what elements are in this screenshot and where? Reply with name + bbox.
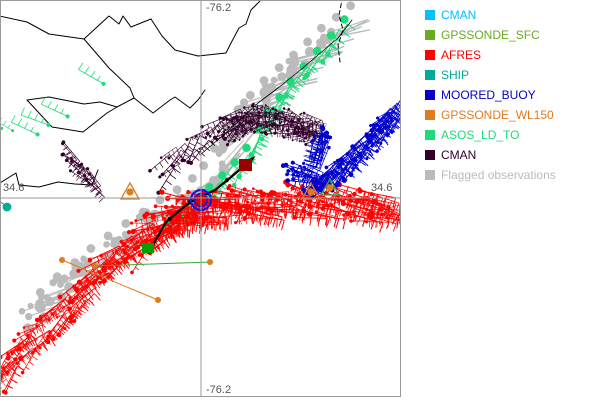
svg-text:Flagged observations: Flagged observations — [441, 168, 556, 182]
svg-text:-76.2: -76.2 — [206, 384, 231, 396]
svg-text:34.6: 34.6 — [3, 182, 24, 194]
svg-text:34.6: 34.6 — [371, 182, 392, 194]
svg-text:-76.2: -76.2 — [206, 2, 231, 14]
svg-text:AFRES: AFRES — [441, 48, 481, 62]
svg-text:GPSSONDE_SFC: GPSSONDE_SFC — [441, 28, 540, 42]
svg-text:CMAN: CMAN — [441, 8, 476, 22]
svg-text:SHIP: SHIP — [441, 68, 469, 82]
svg-text:CMAN: CMAN — [441, 148, 476, 162]
svg-text:GPSSONDE_WL150: GPSSONDE_WL150 — [441, 108, 554, 122]
svg-text:MOORED_BUOY: MOORED_BUOY — [441, 88, 536, 102]
svg-text:ASOS_LD_TO: ASOS_LD_TO — [441, 128, 519, 142]
